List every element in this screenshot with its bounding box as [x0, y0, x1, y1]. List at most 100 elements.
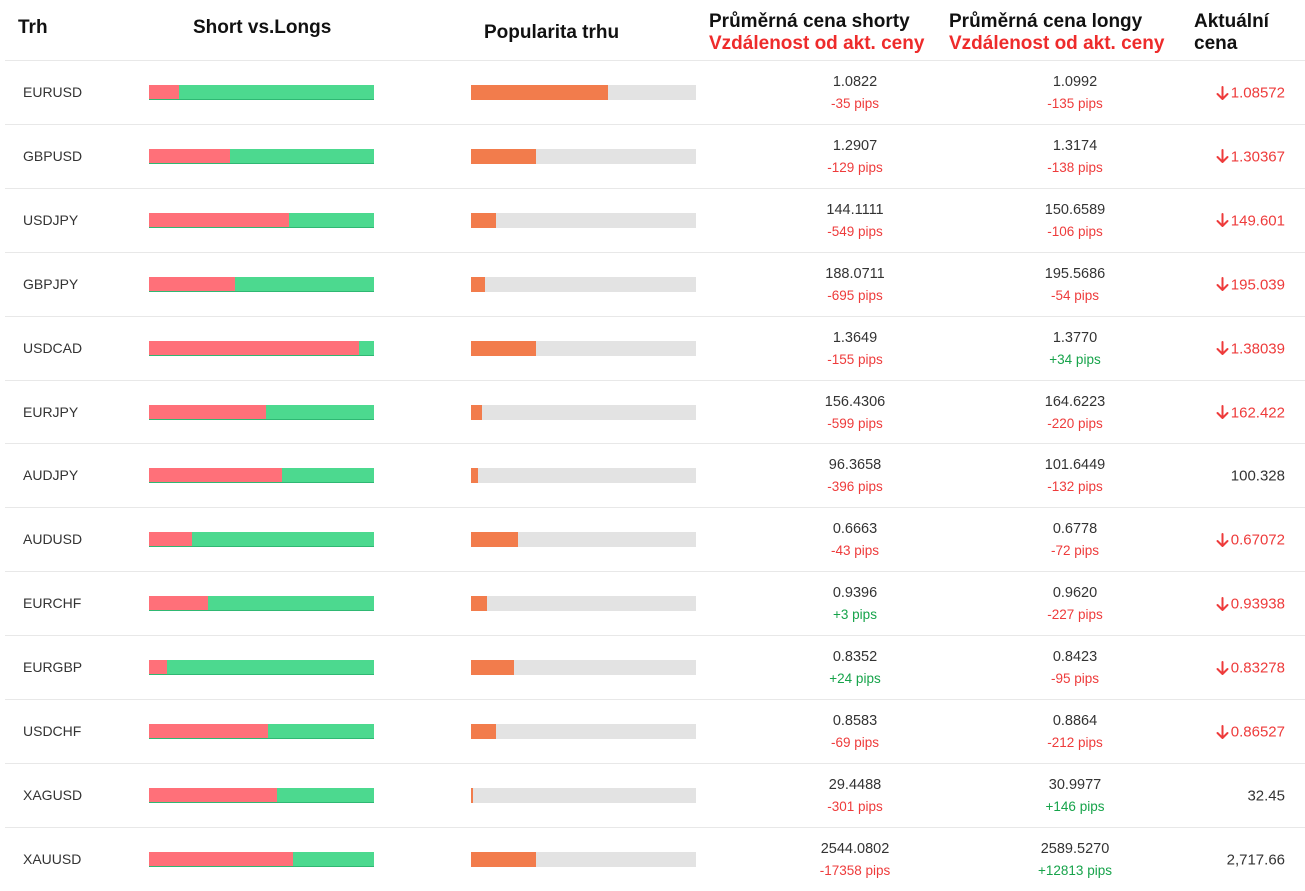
market-symbol[interactable]: EURCHF	[23, 595, 82, 612]
pips-distance: -301 pips	[827, 798, 883, 814]
table-row[interactable]: GBPJPY 188.0711 -695 pips 195.5686 -54 pips 1…	[5, 251, 1305, 316]
avg-price: 0.8423	[1052, 649, 1098, 666]
table-row[interactable]: USDCHF 0.8583 -69 pips 0.8864 -212 pips 0.865…	[5, 699, 1305, 763]
header-avg-longs: Průměrná cena longy Vzdálenost od akt. c…	[949, 11, 1164, 55]
avg-short-price: 156.4306 -599 pips	[755, 391, 955, 435]
market-symbol[interactable]: XAGUSD	[23, 786, 83, 803]
current-price: 0.86527	[1175, 700, 1285, 763]
avg-short-price: 1.0822 -35 pips	[755, 71, 955, 115]
avg-price: 30.9977	[1048, 776, 1102, 793]
table-row[interactable]: AUDUSD 0.6663 -43 pips 0.6778 -72 pips 0.6707…	[5, 507, 1305, 572]
header-avg-shorts-subtitle: Vzdálenost od akt. ceny	[709, 33, 925, 54]
short-portion	[149, 340, 360, 355]
current-price-value: 1.30367	[1230, 148, 1285, 166]
short-long-ratio-bar	[149, 276, 374, 292]
pips-distance: -54 pips	[1050, 287, 1100, 303]
avg-long-price: 30.9977 +146 pips	[975, 774, 1175, 818]
table-row[interactable]: EURGBP 0.8352 +24 pips 0.8423 -95 pips 0.8327…	[5, 635, 1305, 700]
avg-price: 0.8864	[1052, 713, 1098, 729]
table-header: Trh Short vs.Longs Popularita trhu Průmě…	[0, 0, 1305, 60]
short-portion	[149, 724, 269, 738]
avg-price: 2544.0802	[820, 840, 890, 857]
avg-long-price: 1.0992 -135 pips	[975, 71, 1175, 115]
popularity-bar	[471, 468, 696, 484]
avg-price: 150.6589	[1044, 201, 1106, 218]
pips-distance: -138 pips	[1047, 159, 1103, 175]
header-popularity: Popularita trhu	[484, 22, 620, 43]
current-price: 1.30367	[1175, 125, 1285, 188]
popularity-fill	[471, 596, 487, 612]
avg-price: 0.6778	[1052, 521, 1098, 538]
avg-price: 29.4488	[828, 776, 882, 793]
avg-long-price: 195.5686 -54 pips	[975, 263, 1175, 307]
market-symbol[interactable]: EURUSD	[23, 84, 83, 100]
header-avg-longs-subtitle: Vzdálenost od akt. ceny	[949, 33, 1165, 54]
avg-price: 1.3174	[1052, 137, 1098, 154]
popularity-fill	[471, 340, 537, 356]
short-long-ratio-bar	[149, 787, 374, 803]
table-row[interactable]: GBPUSD 1.2907 -129 pips 1.3174 -138 pips 1.30…	[5, 123, 1305, 188]
short-portion	[149, 660, 167, 675]
current-price-value: 32.45	[1247, 787, 1285, 805]
popularity-fill	[471, 532, 519, 548]
avg-price: 144.1111	[826, 201, 884, 218]
current-price-value: 195.039	[1230, 276, 1285, 294]
market-symbol[interactable]: EURJPY	[23, 403, 79, 420]
table-row[interactable]: USDJPY 144.1111 -549 pips 150.6589 -106 pips…	[5, 187, 1305, 252]
table-row[interactable]: XAUUSD 2544.0802 -17358 pips 2589.5270 +1281…	[5, 826, 1305, 891]
market-symbol[interactable]: GBPUSD	[23, 147, 83, 164]
arrow-down-icon	[1216, 341, 1229, 356]
popularity-fill	[471, 85, 609, 100]
market-symbol[interactable]: USDJPY	[23, 211, 79, 228]
market-symbol[interactable]: AUDUSD	[23, 531, 83, 548]
table-row[interactable]: EURJPY 156.4306 -599 pips 164.6223 -220 pips…	[5, 379, 1305, 444]
avg-short-price: 1.3649 -155 pips	[755, 327, 955, 371]
current-price-value: 0.83278	[1230, 659, 1285, 677]
short-long-ratio-bar	[149, 468, 374, 484]
current-price: 0.67072	[1175, 508, 1285, 571]
market-symbol[interactable]: USDCHF	[23, 723, 82, 739]
avg-long-price: 0.9620 -227 pips	[975, 582, 1175, 626]
table-row[interactable]: XAGUSD 29.4488 -301 pips 30.9977 +146 pips 32…	[5, 762, 1305, 827]
avg-short-price: 0.6663 -43 pips	[755, 518, 955, 562]
market-symbol[interactable]: USDCAD	[23, 339, 83, 356]
market-symbol[interactable]: AUDJPY	[23, 467, 79, 484]
short-long-ratio-bar	[149, 85, 374, 100]
pips-distance: +3 pips	[833, 607, 877, 623]
pips-distance: -549 pips	[827, 223, 883, 239]
short-portion	[149, 85, 180, 99]
table-row[interactable]: EURUSD 1.0822 -35 pips 1.0992 -135 pips 1.085…	[5, 60, 1305, 124]
current-price: 2,717.66	[1175, 828, 1285, 891]
avg-price: 1.0822	[832, 74, 878, 90]
arrow-down-icon	[1216, 532, 1229, 547]
market-symbol[interactable]: XAUUSD	[23, 850, 82, 867]
pips-distance: -72 pips	[1050, 543, 1100, 559]
short-portion	[149, 596, 208, 611]
header-current-price-line2: cena	[1194, 33, 1238, 54]
table-row[interactable]: EURCHF 0.9396 +3 pips 0.9620 -227 pips 0.9393…	[5, 571, 1305, 636]
short-portion	[149, 276, 235, 291]
table-row[interactable]: USDCAD 1.3649 -155 pips 1.3770 +34 pips 1.380…	[5, 315, 1305, 380]
short-long-ratio-bar	[149, 660, 374, 676]
pips-distance: -227 pips	[1047, 607, 1103, 623]
market-symbol[interactable]: GBPJPY	[23, 275, 79, 292]
avg-price: 0.8352	[832, 649, 878, 666]
current-price: 0.93938	[1175, 572, 1285, 635]
avg-price: 0.9396	[832, 585, 878, 602]
current-price-value: 0.86527	[1230, 723, 1285, 741]
short-long-ratio-bar	[149, 148, 374, 164]
current-price: 149.601	[1175, 189, 1285, 252]
popularity-bar	[471, 404, 696, 420]
arrow-down-icon	[1216, 277, 1229, 292]
short-long-ratio-bar	[149, 340, 374, 356]
avg-short-price: 144.1111 -549 pips	[755, 199, 955, 243]
header-avg-shorts-title: Průměrná cena shorty	[709, 11, 910, 32]
table-row[interactable]: AUDJPY 96.3658 -396 pips 101.6449 -132 pips 1…	[5, 443, 1305, 508]
current-price: 100.328	[1175, 444, 1285, 507]
pips-distance: -155 pips	[827, 351, 883, 367]
short-long-ratio-bar	[149, 212, 374, 228]
pips-distance: +146 pips	[1045, 798, 1105, 814]
market-symbol[interactable]: EURGBP	[23, 659, 83, 676]
avg-long-price: 1.3174 -138 pips	[975, 135, 1175, 179]
avg-short-price: 96.3658 -396 pips	[755, 454, 955, 498]
